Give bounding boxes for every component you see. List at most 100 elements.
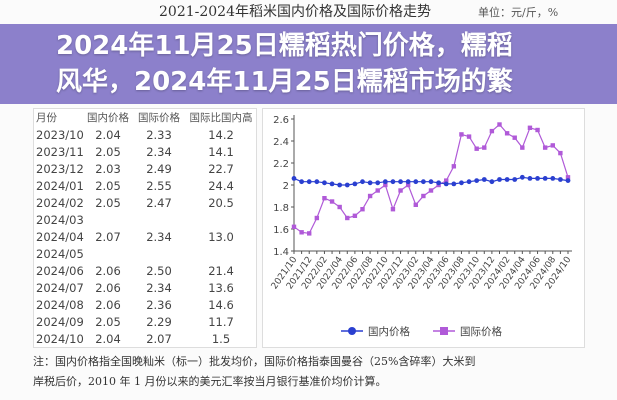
data-point	[291, 176, 297, 181]
data-point	[367, 193, 373, 199]
table-cell: 2024/09	[36, 315, 84, 329]
data-point	[451, 164, 457, 169]
data-point	[451, 181, 457, 187]
unit-label: 单位：元/斤，%	[478, 6, 559, 19]
data-point	[482, 145, 487, 150]
data-point	[307, 231, 312, 236]
data-point	[466, 134, 472, 139]
table-cell: 2.33	[146, 128, 172, 142]
y-tick-label: 2.6	[273, 115, 289, 126]
table-cell: 13.6	[208, 281, 234, 295]
table-cell: 2.05	[95, 179, 121, 193]
y-tick-label: 1.4	[273, 247, 289, 258]
table-row: 2023/12 2.03 2.49 22.7	[34, 161, 254, 178]
table-row: 2024/03	[34, 212, 254, 229]
data-point	[504, 131, 510, 136]
table-cell: 2024/04	[36, 230, 84, 244]
data-point	[398, 179, 403, 185]
legend-marker	[348, 327, 356, 335]
data-point	[299, 179, 305, 185]
data-point	[352, 213, 358, 218]
data-point	[504, 177, 510, 182]
table-cell: 2023/10	[36, 128, 84, 142]
table-cell: 2.06	[95, 298, 121, 312]
data-point	[322, 180, 327, 186]
table-cell: 2.49	[146, 162, 172, 176]
data-point	[337, 182, 343, 188]
data-point	[352, 181, 358, 187]
table-cell: 2.34	[146, 230, 172, 244]
data-point	[535, 176, 540, 181]
table-cell: 2.34	[146, 281, 172, 295]
table-cell: 2024/05	[36, 247, 84, 261]
data-point	[535, 127, 540, 133]
footnote: 注：国内价格指全国晚籼米（标一）批发均价，国际价格指泰国曼谷（25%含碎率）大米…	[33, 352, 603, 392]
table-cell: 2.06	[95, 281, 121, 295]
data-point	[459, 180, 464, 186]
table-cell: 2.47	[146, 196, 172, 210]
table-row: 2024/02 2.05 2.47 20.5	[34, 195, 254, 212]
chart-panel: 1.4 1.6 1.8 2 2.2 2.4 2.6 2021/10 2021/12 2022/02…	[262, 108, 585, 348]
data-point	[466, 179, 472, 185]
table-cell: 24.4	[208, 179, 234, 193]
data-point	[405, 182, 411, 188]
data-point	[413, 179, 419, 185]
table-cell: 2.34	[146, 145, 172, 159]
y-tick-label: 2.4	[273, 137, 289, 148]
data-point	[314, 215, 320, 221]
table-cell: 2024/02	[36, 196, 84, 210]
y-tick-label: 1.6	[273, 225, 289, 236]
column-header: 国际价格	[138, 112, 180, 124]
data-point	[527, 125, 533, 130]
table-cell: 2023/12	[36, 162, 84, 176]
table-cell: 2.50	[146, 264, 172, 278]
legend-label: 国际价格	[460, 325, 502, 338]
data-point	[436, 180, 442, 186]
table-row: 2024/01 2.05 2.55 24.4	[34, 178, 254, 195]
table-cell: 20.5	[208, 196, 234, 210]
table-cell: 2.29	[146, 315, 172, 329]
table-cell: 2024/08	[36, 298, 84, 312]
data-point	[367, 180, 373, 186]
table-cell: 14.6	[208, 298, 234, 312]
headline-banner[interactable]: 2024年11月25日糯稻热门价格，糯稻 风华，2024年11月25日糯稻市场的…	[0, 24, 617, 104]
line-chart: 1.41.61.822.22.42.62021/102021/122022/02…	[270, 115, 574, 338]
table-cell: 2024/10	[36, 332, 84, 346]
data-point	[375, 188, 380, 193]
headline-line: 2024年11月25日糯稻热门价格，糯稻	[56, 31, 513, 61]
table-cell: 22.7	[208, 162, 234, 176]
table-cell: 2.06	[95, 264, 121, 278]
data-point	[390, 207, 396, 212]
table-cell	[130, 212, 188, 229]
data-point	[345, 215, 350, 221]
table-cell	[130, 246, 188, 263]
data-point	[337, 204, 342, 210]
y-tick-label: 2	[283, 181, 289, 192]
data-point	[557, 177, 563, 182]
data-point	[383, 182, 388, 188]
data-point	[481, 177, 487, 182]
data-point	[459, 132, 464, 137]
data-point	[360, 207, 365, 212]
table-cell: 2.07	[146, 332, 172, 346]
table-cell: 21.4	[208, 264, 234, 278]
table-cell: 2.07	[95, 230, 121, 244]
footnote-line: 岸税后价，2010 年 1 月份以来的美元汇率按当月银行基准价均价计算。	[33, 375, 387, 388]
footnote-line: 注：国内价格指全国晚籼米（标一）批发均价，国际价格指泰国曼谷（25%含碎率）大米…	[33, 355, 476, 368]
data-point	[550, 176, 556, 181]
data-point	[443, 181, 449, 187]
data-point	[420, 179, 426, 185]
data-point	[360, 179, 365, 185]
headline-line: 风华，2024年11月25日糯稻市场的繁	[56, 67, 513, 97]
table-row: 2024/06 2.06 2.50 21.4	[34, 263, 254, 280]
data-point	[512, 135, 517, 140]
data-point	[398, 188, 403, 193]
table-cell: 2.05	[95, 196, 121, 210]
data-point	[314, 179, 320, 185]
data-point	[527, 176, 533, 181]
legend-label: 国内价格	[368, 325, 410, 338]
data-point	[497, 122, 502, 127]
table-cell: 13.0	[208, 230, 234, 244]
table-cell: 1.5	[211, 332, 231, 346]
table-cell: 2.03	[95, 162, 121, 176]
